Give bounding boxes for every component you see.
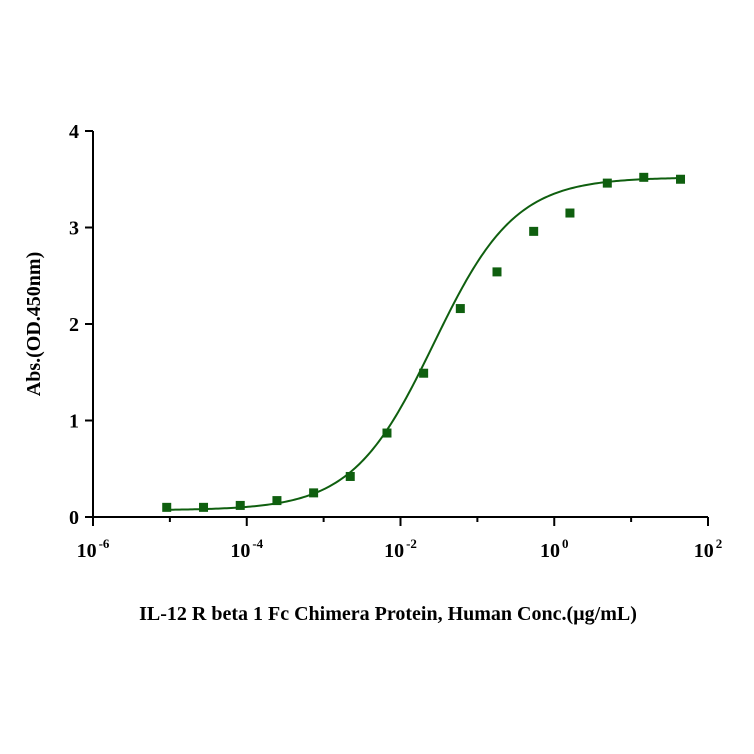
y-tick-label: 3 — [69, 218, 79, 240]
data-point — [235, 500, 245, 510]
x-tick-label: 10 -4 — [230, 536, 263, 562]
data-point — [272, 496, 282, 506]
x-axis-title: IL-12 R beta 1 Fc Chimera Protein, Human… — [139, 603, 637, 625]
data-point — [529, 226, 539, 236]
y-tick-label: 2 — [69, 314, 79, 336]
data-point — [565, 208, 575, 218]
y-ticks: 0 1 2 3 4 — [69, 121, 93, 529]
data-point — [602, 178, 612, 188]
data-point — [639, 172, 649, 182]
data-point — [382, 428, 392, 438]
fit-curve — [166, 177, 681, 511]
data-point — [676, 174, 686, 184]
x-tick-label: 10 -6 — [77, 536, 110, 562]
y-tick-label: 1 — [69, 411, 79, 433]
x-ticks: 10 -6 10 -4 10 -2 10 0 10 2 — [77, 517, 723, 562]
plot-area — [162, 172, 686, 512]
x-tick-label: 10 2 — [694, 536, 723, 562]
data-point — [162, 502, 172, 512]
y-axis-title: Abs.(OD.450nm) — [23, 252, 45, 396]
data-point — [455, 304, 465, 314]
y-tick-label: 0 — [69, 507, 79, 529]
data-point — [199, 502, 209, 512]
x-tick-label: 10 -2 — [384, 536, 417, 562]
data-point — [492, 267, 502, 277]
data-point — [419, 368, 429, 378]
x-tick-label: 10 0 — [540, 536, 569, 562]
data-point — [309, 488, 319, 498]
y-tick-label: 4 — [69, 121, 79, 143]
data-point — [345, 471, 355, 481]
